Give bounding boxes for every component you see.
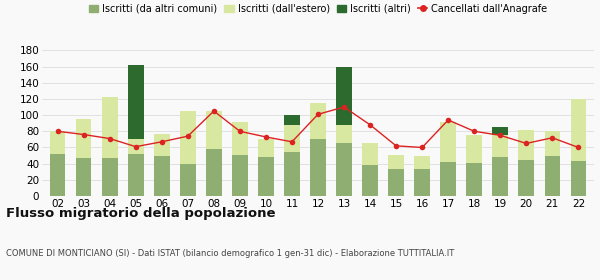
Bar	[76, 119, 91, 158]
Bar	[310, 103, 326, 139]
Bar	[545, 131, 560, 156]
Bar	[493, 127, 508, 135]
Bar	[362, 143, 378, 165]
Bar	[388, 155, 404, 169]
Bar	[466, 163, 482, 196]
Bar	[258, 157, 274, 196]
Bar	[336, 143, 352, 196]
Bar	[518, 130, 534, 160]
Bar	[362, 165, 378, 196]
Bar	[415, 156, 430, 169]
Bar	[206, 149, 221, 196]
Bar	[545, 156, 560, 196]
Bar	[50, 131, 65, 154]
Bar	[232, 122, 248, 155]
Text: COMUNE DI MONTICIANO (SI) - Dati ISTAT (bilancio demografico 1 gen-31 dic) - Ela: COMUNE DI MONTICIANO (SI) - Dati ISTAT (…	[6, 249, 454, 258]
Bar	[415, 169, 430, 196]
Bar	[128, 65, 143, 139]
Bar	[284, 115, 300, 125]
Bar	[466, 135, 482, 163]
Bar	[102, 158, 118, 196]
Bar	[440, 122, 456, 162]
Bar	[128, 139, 143, 154]
Bar	[284, 151, 300, 196]
Bar	[102, 97, 118, 158]
Bar	[50, 154, 65, 196]
Bar	[180, 111, 196, 164]
Bar	[440, 162, 456, 196]
Bar	[206, 111, 221, 149]
Bar	[128, 154, 143, 196]
Bar	[154, 156, 170, 196]
Bar	[154, 134, 170, 156]
Bar	[388, 169, 404, 196]
Bar	[76, 158, 91, 196]
Bar	[284, 125, 300, 151]
Bar	[310, 139, 326, 196]
Text: Flusso migratorio della popolazione: Flusso migratorio della popolazione	[6, 207, 275, 220]
Bar	[336, 125, 352, 143]
Bar	[258, 139, 274, 157]
Bar	[232, 155, 248, 196]
Bar	[180, 164, 196, 196]
Bar	[493, 135, 508, 157]
Legend: Iscritti (da altri comuni), Iscritti (dall'estero), Iscritti (altri), Cancellati: Iscritti (da altri comuni), Iscritti (da…	[85, 0, 551, 18]
Bar	[336, 67, 352, 125]
Bar	[571, 161, 586, 196]
Bar	[493, 157, 508, 196]
Bar	[518, 160, 534, 196]
Bar	[571, 99, 586, 161]
